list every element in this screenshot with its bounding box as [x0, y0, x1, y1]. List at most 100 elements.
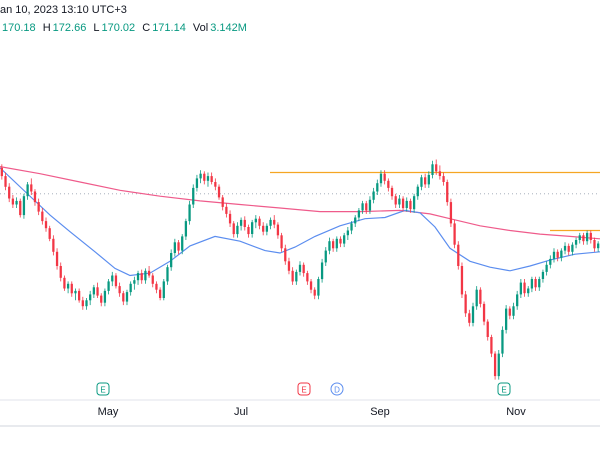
candle[interactable]: [497, 350, 500, 380]
candle[interactable]: [151, 273, 154, 288]
candle[interactable]: [379, 170, 383, 187]
candle[interactable]: [103, 288, 107, 307]
candle[interactable]: [589, 230, 592, 244]
candle[interactable]: [258, 216, 261, 230]
candle[interactable]: [284, 244, 287, 265]
candle[interactable]: [129, 281, 132, 296]
candle[interactable]: [335, 236, 338, 252]
candle[interactable]: [228, 210, 232, 227]
candle[interactable]: [328, 237, 331, 255]
candle[interactable]: [30, 178, 33, 195]
candle[interactable]: [221, 195, 224, 211]
candle[interactable]: [295, 269, 298, 285]
candle[interactable]: [63, 275, 66, 291]
candle[interactable]: [74, 288, 77, 301]
candle[interactable]: [26, 182, 29, 200]
candle[interactable]: [597, 241, 600, 252]
candle[interactable]: [479, 287, 482, 308]
candle[interactable]: [8, 183, 11, 203]
candle[interactable]: [446, 179, 449, 206]
candle[interactable]: [309, 279, 313, 294]
candle[interactable]: [376, 179, 379, 195]
candle[interactable]: [184, 218, 188, 240]
candle[interactable]: [140, 269, 143, 284]
candle[interactable]: [346, 227, 349, 240]
candle[interactable]: [262, 222, 265, 236]
candle[interactable]: [206, 172, 210, 187]
candle[interactable]: [405, 197, 408, 212]
candle[interactable]: [401, 196, 405, 212]
candle[interactable]: [37, 198, 40, 216]
candle[interactable]: [118, 282, 121, 297]
candle[interactable]: [195, 174, 199, 192]
candle[interactable]: [464, 290, 467, 317]
candle[interactable]: [449, 198, 453, 227]
candle[interactable]: [313, 287, 316, 300]
candle[interactable]: [512, 302, 515, 320]
candle[interactable]: [523, 279, 526, 297]
candle[interactable]: [560, 248, 563, 262]
candle[interactable]: [203, 171, 206, 185]
candle[interactable]: [460, 262, 464, 299]
candle[interactable]: [55, 248, 59, 270]
candle[interactable]: [280, 232, 283, 252]
candle[interactable]: [78, 288, 81, 303]
candle[interactable]: [339, 236, 342, 248]
candle[interactable]: [177, 240, 180, 255]
candle[interactable]: [232, 221, 235, 238]
candle[interactable]: [287, 257, 291, 275]
candle[interactable]: [383, 170, 386, 185]
candle[interactable]: [144, 268, 147, 284]
candle[interactable]: [563, 242, 567, 255]
candle[interactable]: [552, 248, 556, 263]
candle[interactable]: [306, 270, 309, 285]
candle[interactable]: [155, 281, 158, 294]
candle[interactable]: [269, 217, 272, 230]
candle[interactable]: [387, 178, 390, 192]
candle[interactable]: [482, 301, 486, 326]
candle[interactable]: [291, 267, 294, 285]
candle[interactable]: [331, 238, 335, 252]
candle[interactable]: [133, 276, 136, 290]
candle[interactable]: [372, 187, 375, 204]
candle[interactable]: [394, 193, 397, 208]
candle[interactable]: [416, 184, 419, 200]
candle[interactable]: [438, 165, 442, 180]
candle[interactable]: [243, 216, 246, 231]
candle[interactable]: [412, 193, 416, 213]
candle[interactable]: [173, 238, 176, 257]
candle[interactable]: [530, 276, 534, 293]
candle[interactable]: [4, 172, 7, 191]
candle[interactable]: [114, 273, 118, 289]
candle[interactable]: [125, 289, 129, 306]
candle[interactable]: [442, 172, 445, 186]
candle[interactable]: [66, 281, 70, 294]
candle[interactable]: [225, 203, 228, 218]
candle[interactable]: [398, 195, 401, 208]
candle[interactable]: [324, 247, 327, 266]
candle[interactable]: [527, 286, 530, 297]
event-marker-3[interactable]: E: [497, 382, 511, 396]
candle[interactable]: [265, 223, 269, 236]
candle[interactable]: [52, 235, 55, 256]
candle[interactable]: [409, 198, 412, 213]
candle[interactable]: [122, 290, 125, 306]
candle[interactable]: [147, 266, 151, 278]
event-marker-2[interactable]: D: [330, 382, 344, 396]
candle[interactable]: [571, 242, 574, 256]
candle[interactable]: [582, 232, 585, 245]
candle[interactable]: [475, 286, 478, 310]
candle[interactable]: [92, 284, 95, 298]
candle[interactable]: [89, 290, 92, 306]
candle[interactable]: [549, 255, 552, 269]
candle[interactable]: [545, 261, 548, 276]
candle[interactable]: [41, 208, 44, 225]
candle[interactable]: [516, 290, 519, 310]
candle[interactable]: [181, 234, 184, 255]
candle[interactable]: [158, 287, 162, 301]
candle[interactable]: [107, 279, 110, 295]
candle[interactable]: [493, 351, 497, 380]
candle[interactable]: [48, 225, 51, 242]
